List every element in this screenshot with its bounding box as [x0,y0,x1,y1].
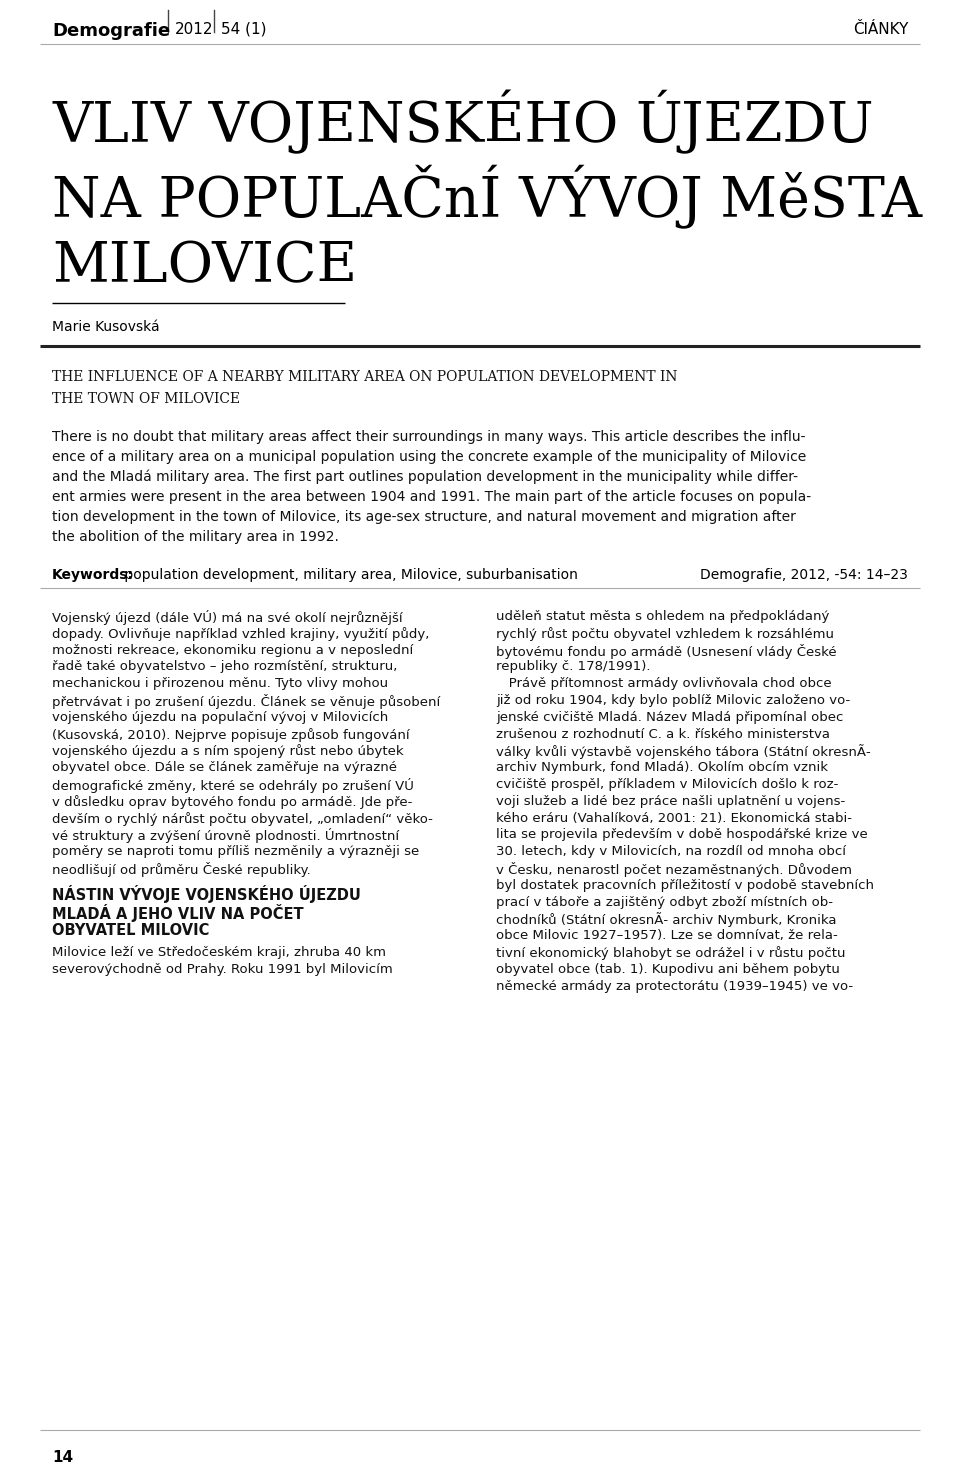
Text: řadě také obyvatelstvo – jeho rozmístění, strukturu,: řadě také obyvatelstvo – jeho rozmístění… [52,661,397,673]
Text: THE TOWN OF MILOVICE: THE TOWN OF MILOVICE [52,392,240,406]
Text: devším o rychlý nárůst počtu obyvatel, „omladení“ věko-: devším o rychlý nárůst počtu obyvatel, „… [52,811,433,826]
Text: rychlý růst počtu obyvatel vzhledem k rozsáhlému: rychlý růst počtu obyvatel vzhledem k ro… [496,627,834,640]
Text: severovýchodně od Prahy. Roku 1991 byl Milovicím: severovýchodně od Prahy. Roku 1991 byl M… [52,963,393,976]
Text: vé struktury a zvýšení úrovně plodnosti. Úmrtnostní: vé struktury a zvýšení úrovně plodnosti.… [52,829,399,843]
Text: mechanickou i přirozenou měnu. Tyto vlivy mohou: mechanickou i přirozenou měnu. Tyto vliv… [52,677,388,690]
Text: ence of a military area on a municipal population using the concrete example of : ence of a military area on a municipal p… [52,450,806,464]
Text: uděleň statut města s ohledem na předpokládaný: uděleň statut města s ohledem na předpok… [496,609,829,623]
Text: již od roku 1904, kdy bylo poblíž Milovic založeno vo-: již od roku 1904, kdy bylo poblíž Milovi… [496,693,851,707]
Text: Demografie, 2012, ­54: 14–23: Demografie, 2012, ­54: 14–23 [700,568,908,581]
Text: NA POPULAČnÍ VÝVOJ MěSTA: NA POPULAČnÍ VÝVOJ MěSTA [52,165,923,230]
Text: 2012: 2012 [175,22,213,37]
Text: prací v táboře a zajištěný odbyt zboží místních ob-: prací v táboře a zajištěný odbyt zboží m… [496,895,833,908]
Text: Právě přítomnost armády ovlivňovala chod obce: Právě přítomnost armády ovlivňovala chod… [496,677,831,690]
Text: tion development in the town of Milovice, its age-sex structure, and natural mov: tion development in the town of Milovice… [52,509,796,524]
Text: voji služeb a lidé bez práce našli uplatnění u vojens-: voji služeb a lidé bez práce našli uplat… [496,795,845,808]
Text: Milovice leží ve Středočeském kraji, zhruba 40 km: Milovice leží ve Středočeském kraji, zhr… [52,946,386,958]
Text: demografické změny, které se odehrály po zrušení VÚ: demografické změny, které se odehrály po… [52,779,414,793]
Text: přetrvávat i po zrušení újezdu. Článek se věnuje působení: přetrvávat i po zrušení újezdu. Článek s… [52,693,441,710]
Text: There is no doubt that military areas affect their surroundings in many ways. Th: There is no doubt that military areas af… [52,430,805,445]
Text: NÁSTIN VÝVOJE VOJENSKÉHO ÚJEZDU: NÁSTIN VÝVOJE VOJENSKÉHO ÚJEZDU [52,885,361,902]
Text: poměry se naproti tomu příliš nezměnily a výrazněji se: poměry se naproti tomu příliš nezměnily … [52,845,420,858]
Text: 14: 14 [52,1450,73,1465]
Text: 54 (1): 54 (1) [221,22,267,37]
Text: obyvatel obce (tab. 1). Kupodivu ani během pobytu: obyvatel obce (tab. 1). Kupodivu ani běh… [496,963,840,976]
Text: v Česku, nenarostl počet nezaměstnaných. Důvodem: v Česku, nenarostl počet nezaměstnaných.… [496,863,852,877]
Text: byl dostatek pracovních příležitostí v podobě stavebních: byl dostatek pracovních příležitostí v p… [496,879,874,892]
Text: Keywords:: Keywords: [52,568,134,581]
Text: Marie Kusovská: Marie Kusovská [52,319,159,334]
Text: obyvatel obce. Dále se článek zaměřuje na výrazné: obyvatel obce. Dále se článek zaměřuje n… [52,761,397,774]
Text: tivní ekonomický blahobyt se odrážel i v růstu počtu: tivní ekonomický blahobyt se odrážel i v… [496,946,846,960]
Text: ČlÁNKY: ČlÁNKY [852,22,908,37]
Text: vojenského újezdu a s ním spojený růst nebo úbytek: vojenského újezdu a s ním spojený růst n… [52,745,403,758]
Text: Vojenský újezd (dále VÚ) má na své okolí nejrůznější: Vojenský újezd (dále VÚ) má na své okolí… [52,609,402,626]
Text: ent armies were present in the area between 1904 and 1991. The main part of the : ent armies were present in the area betw… [52,490,811,503]
Text: dopady. Ovlivňuje například vzhled krajiny, využití půdy,: dopady. Ovlivňuje například vzhled kraji… [52,627,429,640]
Text: VLIV VOJENSKÉHO ÚJEZDU: VLIV VOJENSKÉHO ÚJEZDU [52,90,874,155]
Text: německé armády za protectorátu (1939–1945) ve vo-: německé armády za protectorátu (1939–194… [496,979,853,992]
Text: MLADÁ A JEHO VLIV NA POČET: MLADÁ A JEHO VLIV NA POČET [52,904,303,921]
Text: jenské cvičiště Mladá. Název Mladá připomínal obec: jenské cvičiště Mladá. Název Mladá připo… [496,711,844,724]
Text: republiky č. 178/1991).: republiky č. 178/1991). [496,661,651,673]
Text: Demografie: Demografie [52,22,170,40]
Text: the abolition of the military area in 1992.: the abolition of the military area in 19… [52,530,339,545]
Text: bytovému fondu po armádě (Usnesení vlády České: bytovému fondu po armádě (Usnesení vlády… [496,643,836,658]
Text: (Kusovská, 2010). Nejprve popisuje způsob fungování: (Kusovská, 2010). Nejprve popisuje způso… [52,727,410,742]
Text: války kvůli výstavbě vojenského tábora (Státní okresnÃ­: války kvůli výstavbě vojenského tábora (… [496,745,871,760]
Text: v důsledku oprav bytového fondu po armádě. Jde pře-: v důsledku oprav bytového fondu po armád… [52,795,413,808]
Text: obce Milovic 1927–1957). Lze se domnívat, že rela-: obce Milovic 1927–1957). Lze se domnívat… [496,929,838,942]
Text: THE INFLUENCE OF A NEARBY MILITARY AREA ON POPULATION DEVELOPMENT IN: THE INFLUENCE OF A NEARBY MILITARY AREA … [52,369,678,384]
Text: možnosti rekreace, ekonomiku regionu a v neposlední: možnosti rekreace, ekonomiku regionu a v… [52,643,413,657]
Text: OBYVATEL MILOVIC: OBYVATEL MILOVIC [52,923,209,938]
Text: archiv Nymburk, fond Mladá). Okolím obcím vznik: archiv Nymburk, fond Mladá). Okolím obcí… [496,761,828,774]
Text: zrušenou z rozhodnutí C. a k. říského ministerstva: zrušenou z rozhodnutí C. a k. říského mi… [496,727,830,740]
Text: population development, military area, Milovice, suburbanisation: population development, military area, M… [120,568,578,581]
Text: and the Mladá military area. The first part outlines population development in t: and the Mladá military area. The first p… [52,470,798,484]
Text: chodníků (Státní okresnÃ­ archiv Nymburk, Kronika: chodníků (Státní okresnÃ­ archiv Nymburk… [496,913,836,927]
Text: 30. letech, kdy v Milovicích, na rozdíl od mnoha obcí: 30. letech, kdy v Milovicích, na rozdíl … [496,845,846,858]
Text: neodlišují od průměru České republiky.: neodlišují od průměru České republiky. [52,863,311,877]
Text: MILOVICE: MILOVICE [52,240,357,294]
Text: lita se projevila především v době hospodářské krize ve: lita se projevila především v době hospo… [496,829,868,842]
Text: vojenského újezdu na populační vývoj v Milovicích: vojenského újezdu na populační vývoj v M… [52,711,388,724]
Text: cvičiště prospěl, příkladem v Milovicích došlo k roz-: cvičiště prospěl, příkladem v Milovicích… [496,779,838,790]
Text: kého eráru (Vahalíková, 2001: 21). Ekonomická stabi-: kého eráru (Vahalíková, 2001: 21). Ekono… [496,811,852,824]
